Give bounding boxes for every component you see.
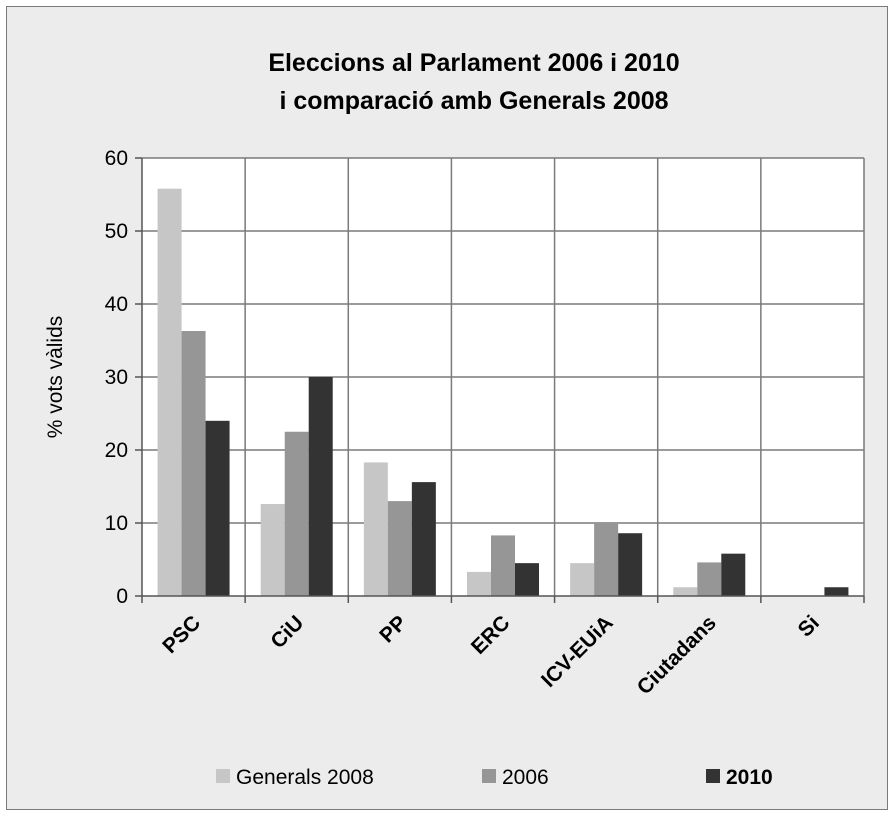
y-tick-label: 0	[116, 585, 128, 608]
bar-si-series-2	[824, 587, 849, 596]
bar-ciu-series-0	[260, 504, 285, 596]
bar-ciutadans-series-0	[673, 587, 698, 596]
y-tick-label: 40	[105, 293, 128, 316]
x-tick-label: PP	[375, 611, 411, 647]
bar-erc-series-2	[515, 563, 539, 596]
bar-pp-series-0	[363, 462, 388, 596]
legend-label-series-1: 2006	[502, 766, 549, 789]
bar-icv-euia-series-2	[618, 533, 643, 596]
y-tick-label: 30	[105, 366, 128, 389]
y-tick-label: 20	[105, 439, 128, 462]
bar-ciu-series-2	[308, 377, 333, 596]
bar-icv-euia-series-0	[570, 563, 595, 596]
legend-swatch-series-1	[482, 769, 496, 783]
bar-pp-series-1	[387, 501, 412, 596]
bar-psc-series-0	[157, 188, 182, 596]
bar-ciutadans-series-1	[697, 562, 722, 596]
bar-icv-euia-series-1	[594, 523, 619, 596]
x-tick-label: CiU	[266, 611, 308, 653]
legend-swatch-series-0	[216, 769, 230, 783]
legend-swatch-series-2	[706, 769, 720, 783]
bar-psc-series-1	[181, 331, 206, 596]
y-tick-label: 10	[105, 512, 128, 535]
chart-title-line-1: Eleccions al Parlament 2006 i 2010	[268, 49, 679, 77]
y-tick-label: 50	[105, 220, 128, 243]
x-tick-label: ICV-EUiA	[537, 611, 618, 692]
plot-area: 0 10 20 30 40 50 60 PSC CiU PP ERC ICV-EUiA Ciutadan…	[105, 147, 865, 699]
bar-erc-series-0	[467, 571, 491, 596]
y-axis-label: % vots vàlids	[44, 316, 67, 439]
x-tick-label: Si	[794, 611, 824, 641]
y-tick-label: 60	[105, 147, 128, 170]
bar-ciutadans-series-2	[721, 553, 746, 596]
bar-psc-series-2	[205, 420, 230, 596]
legend-label-series-2: 2010	[726, 766, 773, 789]
x-tick-label: ERC	[467, 611, 515, 659]
bar-ciu-series-1	[284, 431, 309, 596]
legend-label-series-0: Generals 2008	[236, 766, 374, 789]
x-tick-label: PSC	[158, 611, 205, 658]
legend: Generals 2008 2006 2010	[216, 766, 773, 789]
x-tick-label: Ciutadans	[633, 611, 721, 699]
chart-title-line-2: i comparació amb Generals 2008	[279, 87, 668, 115]
bar-pp-series-2	[411, 482, 436, 596]
bar-erc-series-1	[491, 535, 515, 596]
